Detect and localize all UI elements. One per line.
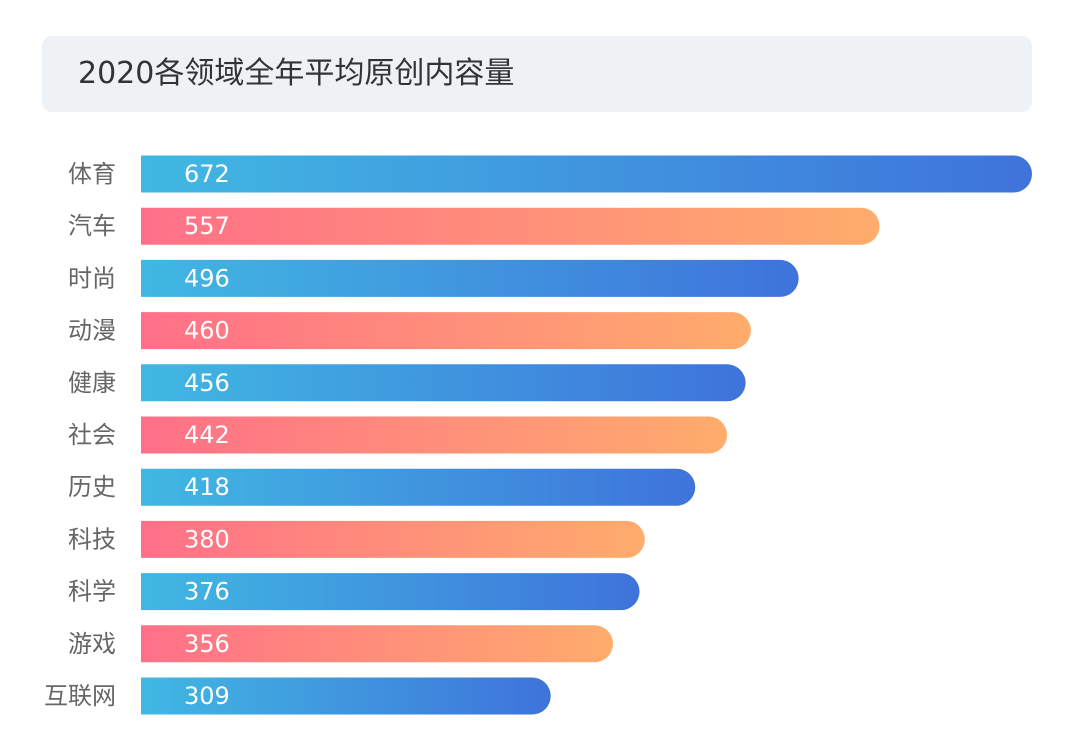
value-label: 380 bbox=[184, 525, 230, 553]
bar-游戏 bbox=[141, 625, 614, 663]
value-label: 418 bbox=[184, 473, 230, 501]
bar-体育 bbox=[141, 155, 1032, 193]
value-label: 496 bbox=[184, 264, 230, 292]
bar-互联网 bbox=[141, 677, 551, 715]
category-label: 游戏 bbox=[68, 630, 116, 658]
category-label: 动漫 bbox=[68, 317, 116, 345]
value-label: 376 bbox=[184, 578, 230, 606]
category-label: 体育 bbox=[68, 160, 116, 188]
bar-汽车 bbox=[141, 207, 880, 245]
value-label: 309 bbox=[184, 682, 230, 710]
bar-科学 bbox=[141, 573, 640, 611]
bar-动漫 bbox=[141, 312, 751, 350]
value-label: 356 bbox=[184, 630, 230, 658]
category-label: 时尚 bbox=[68, 264, 116, 292]
category-label: 汽车 bbox=[68, 212, 116, 240]
bar-社会 bbox=[141, 416, 728, 454]
value-label: 460 bbox=[184, 317, 230, 345]
category-label: 互联网 bbox=[44, 682, 116, 710]
bar-历史 bbox=[141, 468, 696, 506]
category-label: 社会 bbox=[68, 421, 116, 449]
bar-科技 bbox=[141, 520, 645, 558]
category-label: 历史 bbox=[68, 473, 116, 501]
category-label: 科学 bbox=[68, 578, 116, 606]
value-label: 456 bbox=[184, 369, 230, 397]
bar-健康 bbox=[141, 364, 746, 402]
title-panel: 2020各领域全年平均原创内容量 bbox=[42, 36, 1032, 112]
bar-时尚 bbox=[141, 259, 799, 297]
value-label: 557 bbox=[184, 212, 230, 240]
category-label: 科技 bbox=[68, 525, 116, 553]
chart-title: 2020各领域全年平均原创内容量 bbox=[78, 56, 515, 91]
category-label: 健康 bbox=[68, 369, 116, 397]
value-label: 442 bbox=[184, 421, 230, 449]
value-label: 672 bbox=[184, 160, 230, 188]
